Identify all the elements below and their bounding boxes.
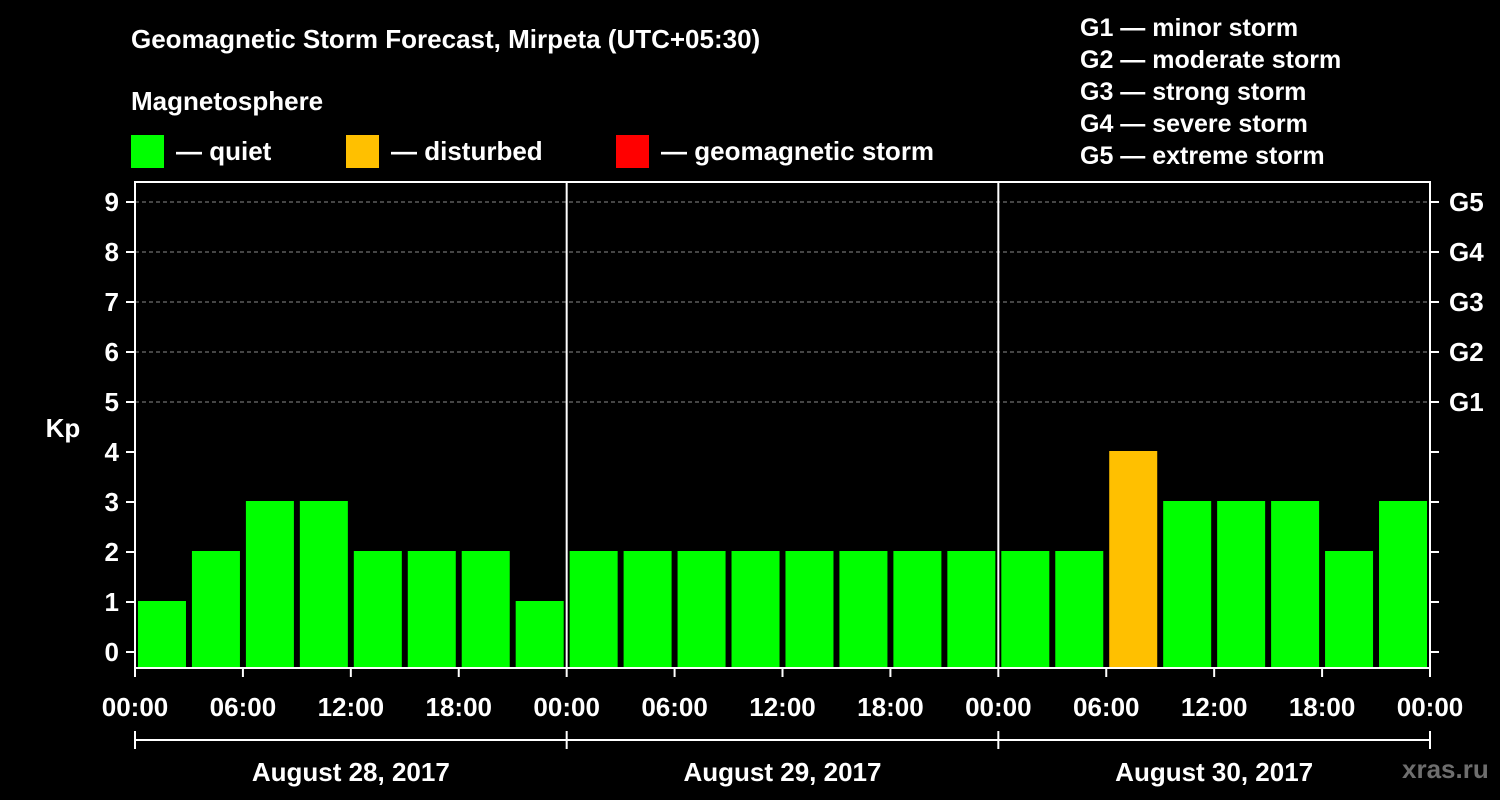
legend-swatch-disturbed xyxy=(346,134,379,168)
y-tick-label-1: 1 xyxy=(105,587,119,617)
y-tick-label-6: 6 xyxy=(105,337,119,367)
legend-label-quiet: — quiet xyxy=(176,135,272,166)
bar-15 xyxy=(947,551,996,668)
chart-title: Geomagnetic Storm Forecast, Mirpeta (UTC… xyxy=(131,24,761,54)
bar-16 xyxy=(1001,551,1050,668)
x-tick-label-3: 18:00 xyxy=(426,692,493,722)
y-tick-label-5: 5 xyxy=(105,387,119,417)
bar-22 xyxy=(1325,551,1374,668)
x-tick-label-9: 06:00 xyxy=(1073,692,1140,722)
legend-item-quiet: — quiet xyxy=(131,134,271,168)
day-label-2: August 30, 2017 xyxy=(1115,757,1313,787)
bar-20 xyxy=(1217,501,1266,668)
x-tick-label-11: 18:00 xyxy=(1289,692,1356,722)
legend-item-disturbed: — disturbed xyxy=(346,134,543,168)
bar-11 xyxy=(731,551,780,668)
bar-21 xyxy=(1271,501,1320,668)
bar-17 xyxy=(1055,551,1104,668)
x-tick-label-7: 18:00 xyxy=(857,692,924,722)
y-tick-label-8: 8 xyxy=(105,237,119,267)
bar-19 xyxy=(1163,501,1212,668)
bar-10 xyxy=(677,551,726,668)
g-scale-label-g5: G5 xyxy=(1449,187,1484,217)
y-tick-label-4: 4 xyxy=(105,437,120,467)
legend-item-storm: — geomagnetic storm xyxy=(616,134,934,168)
bar-6 xyxy=(461,551,510,668)
bar-14 xyxy=(893,551,942,668)
bar-5 xyxy=(407,551,456,668)
y-tick-label-2: 2 xyxy=(105,537,119,567)
x-tick-label-2: 12:00 xyxy=(318,692,385,722)
x-tick-label-10: 12:00 xyxy=(1181,692,1248,722)
y-tick-label-3: 3 xyxy=(105,487,119,517)
storm-scale-g5: G5 — extreme storm xyxy=(1080,142,1325,170)
bar-3 xyxy=(299,501,348,668)
bar-1 xyxy=(191,551,240,668)
storm-scale-g2: G2 — moderate storm xyxy=(1080,46,1342,74)
bar-8 xyxy=(569,551,618,668)
g-scale-label-g4: G4 xyxy=(1449,237,1484,267)
g-scale-label-g3: G3 xyxy=(1449,287,1484,317)
watermark: xras.ru xyxy=(1402,754,1489,784)
legend-label-disturbed: — disturbed xyxy=(391,135,543,166)
bar-2 xyxy=(245,501,294,668)
x-tick-label-12: 00:00 xyxy=(1397,692,1464,722)
bar-23 xyxy=(1379,501,1428,668)
day-label-0: August 28, 2017 xyxy=(252,757,450,787)
storm-scale-g4: G4 — severe storm xyxy=(1080,110,1308,138)
bar-12 xyxy=(785,551,834,668)
x-tick-label-8: 00:00 xyxy=(965,692,1032,722)
x-tick-label-5: 06:00 xyxy=(641,692,708,722)
x-tick-label-4: 00:00 xyxy=(533,692,600,722)
bar-4 xyxy=(353,551,402,668)
legend-label-storm: — geomagnetic storm xyxy=(661,135,935,166)
bar-18 xyxy=(1109,451,1158,668)
y-axis-label: Kp xyxy=(46,413,81,443)
x-tick-label-0: 00:00 xyxy=(102,692,169,722)
bar-9 xyxy=(623,551,672,668)
g-scale-label-g1: G1 xyxy=(1449,387,1484,417)
legend-swatch-quiet xyxy=(131,134,164,168)
x-tick-label-1: 06:00 xyxy=(210,692,277,722)
storm-scale-g1: G1 — minor storm xyxy=(1080,14,1299,42)
y-tick-label-0: 0 xyxy=(105,637,119,667)
g-scale-label-g2: G2 xyxy=(1449,337,1484,367)
x-tick-label-6: 12:00 xyxy=(749,692,816,722)
storm-scale-g3: G3 — strong storm xyxy=(1080,78,1307,106)
y-tick-label-9: 9 xyxy=(105,187,119,217)
bar-13 xyxy=(839,551,888,668)
y-tick-label-7: 7 xyxy=(105,287,119,317)
day-label-1: August 29, 2017 xyxy=(684,757,882,787)
bar-0 xyxy=(137,601,186,668)
chart-subtitle: Magnetosphere xyxy=(131,86,324,116)
bar-7 xyxy=(515,601,564,668)
legend-swatch-storm xyxy=(616,134,649,168)
